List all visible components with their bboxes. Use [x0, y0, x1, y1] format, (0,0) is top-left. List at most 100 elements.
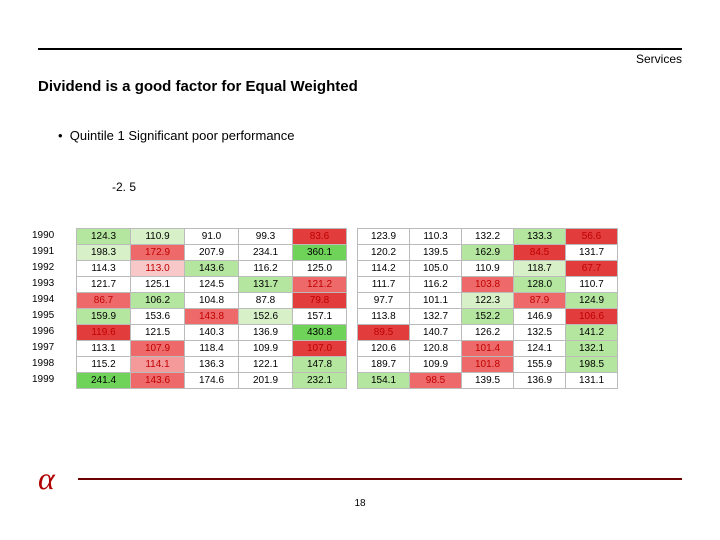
data-cell: 122.3	[462, 293, 514, 309]
data-cell: 141.2	[566, 325, 618, 341]
data-cell: 154.1	[358, 373, 410, 389]
data-cell: 125.1	[131, 277, 185, 293]
header-rule	[38, 48, 682, 50]
table-row: 113.1107.9118.4109.9107.0	[77, 341, 347, 357]
data-cell: 132.5	[514, 325, 566, 341]
data-cell: 140.7	[410, 325, 462, 341]
data-cell: 109.9	[410, 357, 462, 373]
data-cell: 131.7	[566, 245, 618, 261]
data-cell: 136.9	[239, 325, 293, 341]
table-row: 124.3110.991.099.383.6	[77, 229, 347, 245]
data-cell: 56.6	[566, 229, 618, 245]
table-row: 113.8132.7152.2146.9106.6	[358, 309, 618, 325]
table-row: 121.7125.1124.5131.7121.2	[77, 277, 347, 293]
data-cell: 152.6	[239, 309, 293, 325]
data-cell: 119.6	[77, 325, 131, 341]
table-row: 115.2114.1136.3122.1147.8	[77, 357, 347, 373]
table-row: 241.4143.6174.6201.9232.1	[77, 373, 347, 389]
table-row: 154.198.5139.5136.9131.1	[358, 373, 618, 389]
data-cell: 111.7	[358, 277, 410, 293]
data-cell: 198.3	[77, 245, 131, 261]
data-cell: 79.8	[293, 293, 347, 309]
data-cell: 162.9	[462, 245, 514, 261]
table-row: 119.6121.5140.3136.9430.8	[77, 325, 347, 341]
data-cell: 110.9	[462, 261, 514, 277]
data-cell: 136.9	[514, 373, 566, 389]
data-cell: 132.2	[462, 229, 514, 245]
table-row: 189.7109.9101.8155.9198.5	[358, 357, 618, 373]
footer-rule	[78, 478, 682, 480]
data-cell: 120.8	[410, 341, 462, 357]
data-cell: 140.3	[185, 325, 239, 341]
data-cell: 157.1	[293, 309, 347, 325]
data-cell: 132.1	[566, 341, 618, 357]
table-row: 111.7116.2103.8128.0110.7	[358, 277, 618, 293]
data-cell: 106.2	[131, 293, 185, 309]
data-cell: 99.3	[239, 229, 293, 245]
data-cell: 101.4	[462, 341, 514, 357]
data-cell: 143.6	[185, 261, 239, 277]
table-row: 89.5140.7126.2132.5141.2	[358, 325, 618, 341]
page-number: 18	[0, 498, 720, 509]
table-row: 86.7106.2104.887.879.8	[77, 293, 347, 309]
data-cell: 98.5	[410, 373, 462, 389]
data-cell: 116.2	[410, 277, 462, 293]
data-cell: 139.5	[462, 373, 514, 389]
data-cell: 133.3	[514, 229, 566, 245]
data-cell: 360.1	[293, 245, 347, 261]
table-row: 198.3172.9207.9234.1360.1	[77, 245, 347, 261]
data-table-left: 124.3110.991.099.383.6198.3172.9207.9234…	[76, 228, 347, 389]
data-cell: 174.6	[185, 373, 239, 389]
data-cell: 232.1	[293, 373, 347, 389]
table-row: 97.7101.1122.387.9124.9	[358, 293, 618, 309]
data-cell: 106.6	[566, 309, 618, 325]
data-cell: 124.9	[566, 293, 618, 309]
data-cell: 118.7	[514, 261, 566, 277]
data-cell: 153.6	[131, 309, 185, 325]
data-cell: 101.8	[462, 357, 514, 373]
data-cell: 131.1	[566, 373, 618, 389]
data-cell: 139.5	[410, 245, 462, 261]
year-label: 1994	[32, 292, 66, 308]
table-row: 120.6120.8101.4124.1132.1	[358, 341, 618, 357]
data-cell: 91.0	[185, 229, 239, 245]
data-cell: 120.6	[358, 341, 410, 357]
data-cell: 155.9	[514, 357, 566, 373]
year-label: 1992	[32, 260, 66, 276]
data-cell: 83.6	[293, 229, 347, 245]
data-cell: 207.9	[185, 245, 239, 261]
data-cell: 107.9	[131, 341, 185, 357]
data-cell: 147.8	[293, 357, 347, 373]
data-table-right: 123.9110.3132.2133.356.6120.2139.5162.98…	[357, 228, 618, 389]
data-cell: 132.7	[410, 309, 462, 325]
data-cell: 121.7	[77, 277, 131, 293]
year-label: 1993	[32, 276, 66, 292]
data-cell: 104.8	[185, 293, 239, 309]
year-label: 1991	[32, 244, 66, 260]
alpha-logo: α	[38, 460, 55, 497]
data-cell: 201.9	[239, 373, 293, 389]
year-label: 1999	[32, 372, 66, 388]
data-cell: 189.7	[358, 357, 410, 373]
data-cell: 109.9	[239, 341, 293, 357]
data-cell: 122.1	[239, 357, 293, 373]
year-column: 1990199119921993199419951996199719981999	[32, 228, 66, 389]
tables-container: 1990199119921993199419951996199719981999…	[32, 228, 618, 389]
data-cell: 143.6	[131, 373, 185, 389]
data-cell: 430.8	[293, 325, 347, 341]
data-cell: 89.5	[358, 325, 410, 341]
data-cell: 113.0	[131, 261, 185, 277]
data-cell: 114.3	[77, 261, 131, 277]
data-cell: 159.9	[77, 309, 131, 325]
data-cell: 128.0	[514, 277, 566, 293]
annotation-value: -2. 5	[112, 180, 136, 194]
data-cell: 113.1	[77, 341, 131, 357]
table-row: 114.3113.0143.6116.2125.0	[77, 261, 347, 277]
data-cell: 124.1	[514, 341, 566, 357]
data-cell: 87.8	[239, 293, 293, 309]
header-label: Services	[636, 52, 682, 66]
year-label: 1998	[32, 356, 66, 372]
data-cell: 110.3	[410, 229, 462, 245]
data-cell: 105.0	[410, 261, 462, 277]
table-row: 123.9110.3132.2133.356.6	[358, 229, 618, 245]
